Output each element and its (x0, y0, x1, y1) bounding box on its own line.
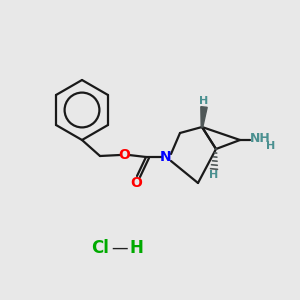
Text: H: H (200, 96, 208, 106)
Text: N: N (160, 150, 172, 164)
Text: O: O (118, 148, 130, 162)
Text: NH: NH (250, 131, 270, 145)
Text: Cl: Cl (91, 239, 109, 257)
Text: H: H (209, 170, 219, 180)
Text: H: H (129, 239, 143, 257)
Text: H: H (266, 141, 276, 151)
Text: —: — (112, 239, 128, 257)
Text: O: O (130, 176, 142, 190)
Polygon shape (201, 107, 207, 127)
